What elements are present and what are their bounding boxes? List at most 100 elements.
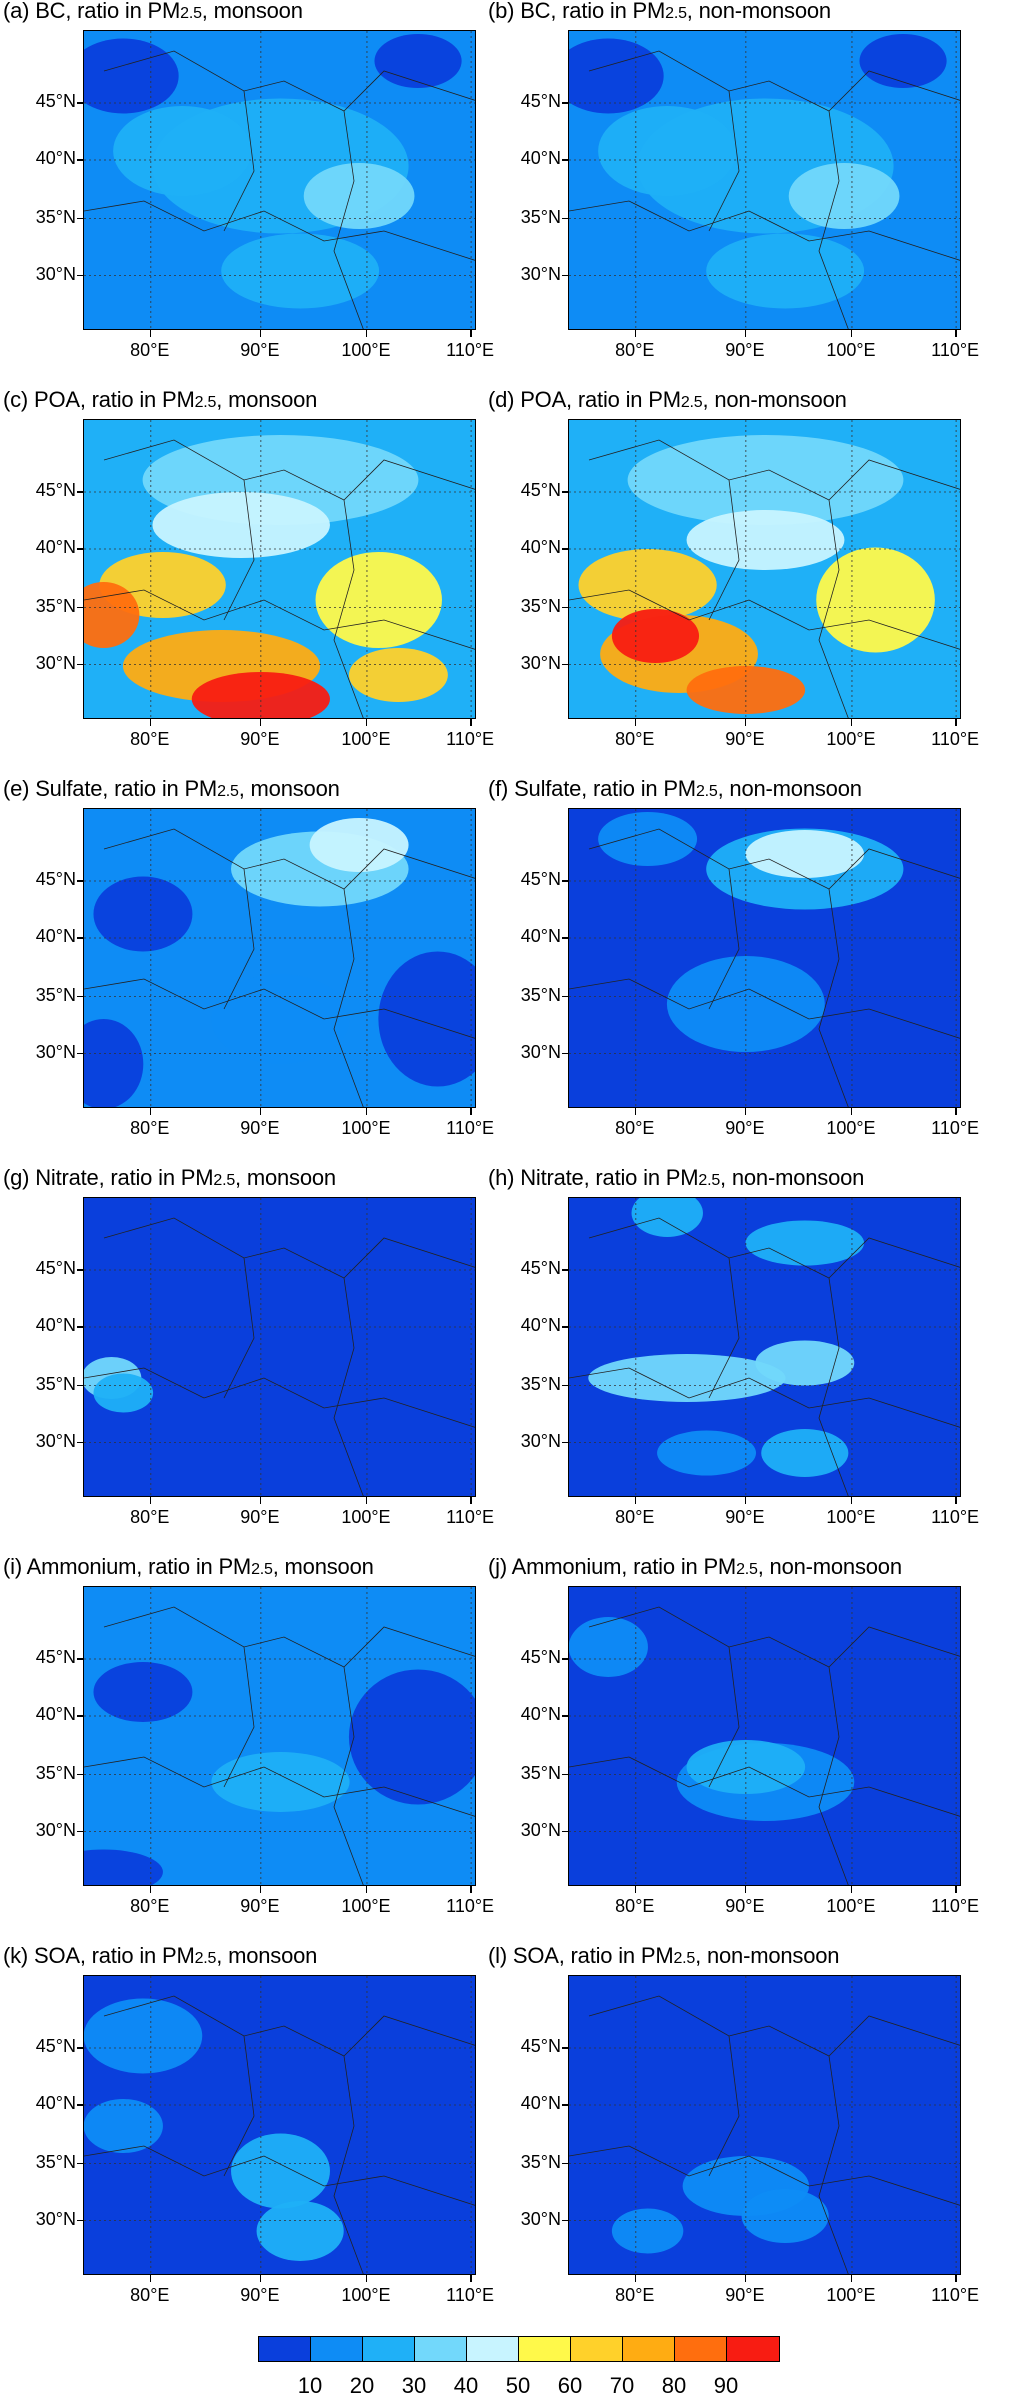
- x-tick-mark: [365, 1886, 368, 1893]
- x-tick-label: 100°E: [826, 2285, 876, 2305]
- y-tick-label: 30°N: [520, 1430, 561, 1451]
- y-tick-mark: [77, 491, 84, 493]
- y-tick-label: 35°N: [520, 595, 561, 616]
- colorbar-swatch: [311, 2337, 363, 2361]
- x-tick-label: 110°E: [446, 1118, 495, 1138]
- field-contour: [686, 510, 845, 570]
- y-tick-mark: [77, 1830, 84, 1832]
- y-tick-label: 30°N: [520, 263, 561, 284]
- y-tick-mark: [562, 274, 569, 276]
- x-tick-mark: [365, 330, 368, 337]
- y-tick-mark: [562, 995, 569, 997]
- x-tick-mark: [744, 1108, 747, 1115]
- y-tick-label: 45°N: [520, 1647, 561, 1667]
- boundary-line: [818, 110, 849, 329]
- y-tick-mark: [77, 937, 84, 939]
- panel-title: (f) Sulfate, ratio in PM2.5, non-monsoon: [488, 776, 862, 801]
- y-tick-mark: [77, 1658, 84, 1660]
- boundary-line: [84, 978, 475, 1039]
- boundary-line: [708, 1257, 740, 1399]
- colorbar-label: 50: [505, 2373, 531, 2398]
- boundary-line: [818, 888, 849, 1107]
- map-panel: (i) Ammonium, ratio in PM2.5, monsoon 45°…: [0, 1554, 500, 1936]
- x-tick-mark: [634, 1497, 637, 1504]
- panel-title: (i) Ammonium, ratio in PM2.5, monsoon: [3, 1554, 374, 1579]
- x-tick-label: 100°E: [826, 340, 876, 360]
- x-tick-label: 80°E: [615, 1507, 655, 1527]
- y-tick-label: 40°N: [35, 926, 76, 946]
- x-tick-mark: [955, 1108, 957, 1115]
- x-tick-label: 90°E: [725, 1896, 765, 1916]
- y-tick-label: 35°N: [35, 1373, 76, 1394]
- y-tick-label: 45°N: [35, 869, 76, 889]
- x-tick-label: 100°E: [341, 1896, 391, 1916]
- x-tick-label: 80°E: [615, 340, 655, 360]
- boundary-line: [708, 1646, 740, 1788]
- colorbar-label: 80: [661, 2373, 687, 2398]
- x-tick-label: 100°E: [826, 1118, 876, 1138]
- x-tick-mark: [744, 330, 747, 337]
- map-plot-area: [568, 808, 961, 1108]
- field-contour: [84, 582, 140, 648]
- y-tick-mark: [77, 2047, 84, 2049]
- y-tick-mark: [562, 2162, 569, 2164]
- field-contour: [84, 38, 179, 114]
- boundary-line: [103, 1606, 475, 1668]
- field-contour: [755, 1340, 855, 1386]
- y-tick-mark: [562, 937, 569, 939]
- field-contour: [93, 1373, 154, 1413]
- colorbar-swatch: [363, 2337, 415, 2361]
- y-tick-mark: [77, 995, 84, 997]
- field-contour: [211, 1752, 350, 1812]
- y-tick-label: 40°N: [520, 1315, 561, 1335]
- colorbar-label: 90: [713, 2373, 739, 2398]
- field-contour: [788, 163, 900, 229]
- y-tick-label: 40°N: [520, 1704, 561, 1724]
- x-tick-label: 100°E: [341, 1118, 391, 1138]
- panel-title: (c) POA, ratio in PM2.5, monsoon: [3, 387, 318, 412]
- x-tick-label: 90°E: [240, 1896, 280, 1916]
- boundary-line: [818, 499, 849, 718]
- y-tick-label: 40°N: [35, 1315, 76, 1335]
- x-tick-mark: [470, 1497, 472, 1504]
- field-contour: [611, 609, 700, 663]
- panel-title: (l) SOA, ratio in PM2.5, non-monsoon: [488, 1943, 840, 1968]
- field-contour: [211, 974, 350, 1064]
- field-contour: [221, 233, 380, 309]
- field-contour: [598, 106, 737, 196]
- field-contour: [315, 552, 442, 648]
- boundary-line: [223, 868, 255, 1010]
- x-tick-mark: [850, 1108, 853, 1115]
- field-contour: [93, 876, 193, 952]
- x-tick-label: 100°E: [826, 1507, 876, 1527]
- x-tick-label: 80°E: [130, 729, 170, 749]
- y-tick-mark: [77, 548, 84, 550]
- field-contour: [627, 435, 904, 525]
- y-tick-mark: [77, 663, 84, 665]
- boundary-line: [84, 1367, 475, 1428]
- boundary-line: [569, 1367, 960, 1428]
- x-tick-label: 110°E: [446, 2285, 495, 2305]
- y-tick-mark: [77, 2104, 84, 2106]
- boundary-line: [818, 2055, 849, 2274]
- x-tick-mark: [955, 1886, 957, 1893]
- y-tick-label: 30°N: [35, 1430, 76, 1451]
- boundary-line: [588, 439, 960, 501]
- y-tick-mark: [562, 491, 569, 493]
- x-tick-mark: [149, 719, 152, 726]
- boundary-line: [223, 479, 255, 621]
- y-tick-label: 45°N: [35, 1258, 76, 1278]
- field-contour: [256, 2201, 344, 2261]
- boundary-line: [588, 1995, 960, 2057]
- field-contour: [706, 233, 865, 309]
- y-tick-label: 45°N: [35, 91, 76, 111]
- y-tick-mark: [77, 2162, 84, 2164]
- y-tick-label: 45°N: [35, 480, 76, 500]
- x-tick-mark: [365, 1108, 368, 1115]
- boundary-line: [103, 50, 475, 112]
- x-tick-mark: [149, 1497, 152, 1504]
- panel-title: (b) BC, ratio in PM2.5, non-monsoon: [488, 0, 831, 23]
- y-tick-label: 30°N: [35, 2208, 76, 2229]
- x-tick-label: 90°E: [240, 340, 280, 360]
- colorbar-label: 70: [609, 2373, 635, 2398]
